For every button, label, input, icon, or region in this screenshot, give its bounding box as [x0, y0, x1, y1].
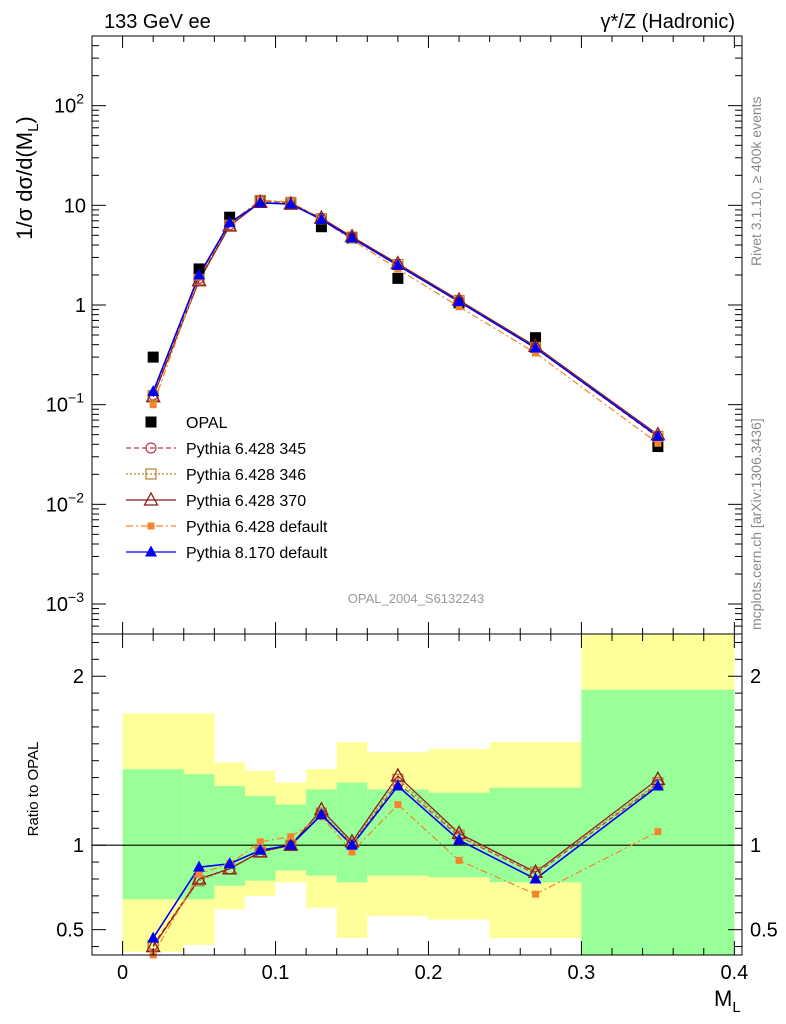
ratio-x-tick-label: 0.4 — [720, 962, 748, 984]
ratio-point — [195, 870, 203, 878]
ratio-point — [529, 872, 542, 884]
main-point — [346, 231, 358, 243]
ratio-point — [256, 838, 264, 846]
legend-label: Pythia 6.428 346 — [186, 467, 306, 484]
main-y-tick-label: 1 — [75, 295, 86, 317]
legend-marker — [145, 416, 157, 428]
legend-marker — [145, 442, 157, 454]
ratio-point — [284, 838, 297, 850]
main-series-line — [152, 200, 659, 438]
main-point — [254, 196, 267, 208]
ratio-point — [191, 870, 207, 885]
main-y-tick-label: 10−1 — [46, 390, 84, 417]
ratio-series-line — [152, 781, 659, 946]
main-point — [455, 303, 463, 311]
main-point — [654, 439, 662, 447]
ratio-point — [532, 890, 540, 898]
ratio-y-tick-label: 1 — [73, 835, 84, 857]
ratio-point — [394, 801, 402, 809]
main-point — [147, 385, 160, 397]
main-point — [147, 351, 159, 363]
ratio-point — [223, 857, 236, 869]
x-axis-label: ML — [714, 986, 741, 1016]
ratio-point — [193, 860, 206, 872]
main-point — [223, 216, 236, 228]
header-right: γ*/Z (Hadronic) — [601, 11, 735, 33]
main-point — [532, 349, 540, 357]
ratio-point — [147, 931, 160, 943]
main-y-tick-label: 10−3 — [46, 589, 84, 616]
main-y-tick-label: 10−2 — [46, 489, 84, 516]
main-point — [315, 221, 327, 233]
ratio-point — [651, 779, 664, 791]
ratio-x-tick-label: 0.1 — [262, 962, 290, 984]
ratio-point — [391, 779, 404, 791]
ratio-y-tick-label: 0.5 — [56, 920, 84, 942]
ratio-y-axis-label: Ratio to OPAL — [25, 742, 42, 837]
ratio-point — [315, 808, 328, 820]
ratio-band-green — [183, 774, 215, 900]
ratio-y-tick-label-right: 0.5 — [750, 920, 778, 942]
ratio-y-tick-label: 2 — [73, 666, 84, 688]
main-y-axis-label: 1/σ dσ/d(ML) — [12, 116, 42, 240]
legend-label: Pythia 6.428 345 — [186, 441, 306, 458]
legend-marker — [145, 468, 157, 480]
ratio-point — [283, 836, 299, 851]
ratio-point — [348, 848, 356, 856]
watermark: OPAL_2004_S6132243 — [348, 591, 484, 606]
main-point — [529, 341, 542, 353]
legend-label: Pythia 8.170 default — [186, 545, 328, 562]
main-point — [391, 258, 404, 270]
main-point — [392, 272, 404, 284]
ratio-band-green — [122, 769, 184, 900]
ratio-point — [654, 828, 662, 836]
mcplots-label: mcplots.cern.ch [arXiv:1306.3436] — [748, 418, 764, 630]
ratio-band-green — [214, 786, 245, 886]
ratio-point — [455, 856, 463, 864]
ratio-band-green — [581, 689, 735, 955]
main-point — [453, 295, 466, 307]
main-series-line — [152, 199, 659, 444]
legend-marker — [143, 491, 159, 506]
main-series-line — [152, 199, 659, 437]
ratio-point — [346, 838, 358, 850]
legend-label: Pythia 6.428 default — [186, 519, 328, 536]
legend-marker — [147, 522, 155, 530]
ratio-point — [254, 843, 267, 855]
ratio-point — [453, 833, 466, 845]
main-series-line — [152, 201, 659, 438]
main-point — [530, 332, 542, 344]
ratio-band-green — [489, 787, 582, 883]
main-plot-panel: 10−3 10−2 10−1 1 10 102 1/σ dσ/d(ML) — [12, 35, 743, 635]
ratio-x-tick-label: 0.2 — [415, 962, 443, 984]
rivet-label: Rivet 3.1.10, ≥ 400k events — [748, 96, 764, 266]
main-point — [193, 268, 206, 280]
legend: OPAL Pythia 6.428 345 Pythia 6.428 346 Pyth… — [126, 415, 328, 562]
main-y-tick-label: 10 — [64, 195, 86, 217]
legend-label: OPAL — [186, 415, 228, 432]
ratio-x-tick-label: 0 — [117, 962, 128, 984]
main-series-line — [152, 201, 659, 436]
main-point — [315, 213, 328, 225]
ratio-y-tick-label-right: 1 — [750, 835, 761, 857]
main-point — [284, 197, 297, 209]
main-point — [651, 429, 664, 441]
ratio-x-tick-label: 0.3 — [568, 962, 596, 984]
ratio-y-tick-label-right: 2 — [750, 666, 761, 688]
header-left: 133 GeV ee — [104, 11, 211, 33]
legend-label: Pythia 6.428 370 — [186, 493, 306, 510]
main-y-tick-label: 102 — [54, 91, 84, 118]
legend-marker — [145, 545, 157, 557]
main-point — [149, 401, 157, 409]
ratio-point — [287, 833, 295, 841]
